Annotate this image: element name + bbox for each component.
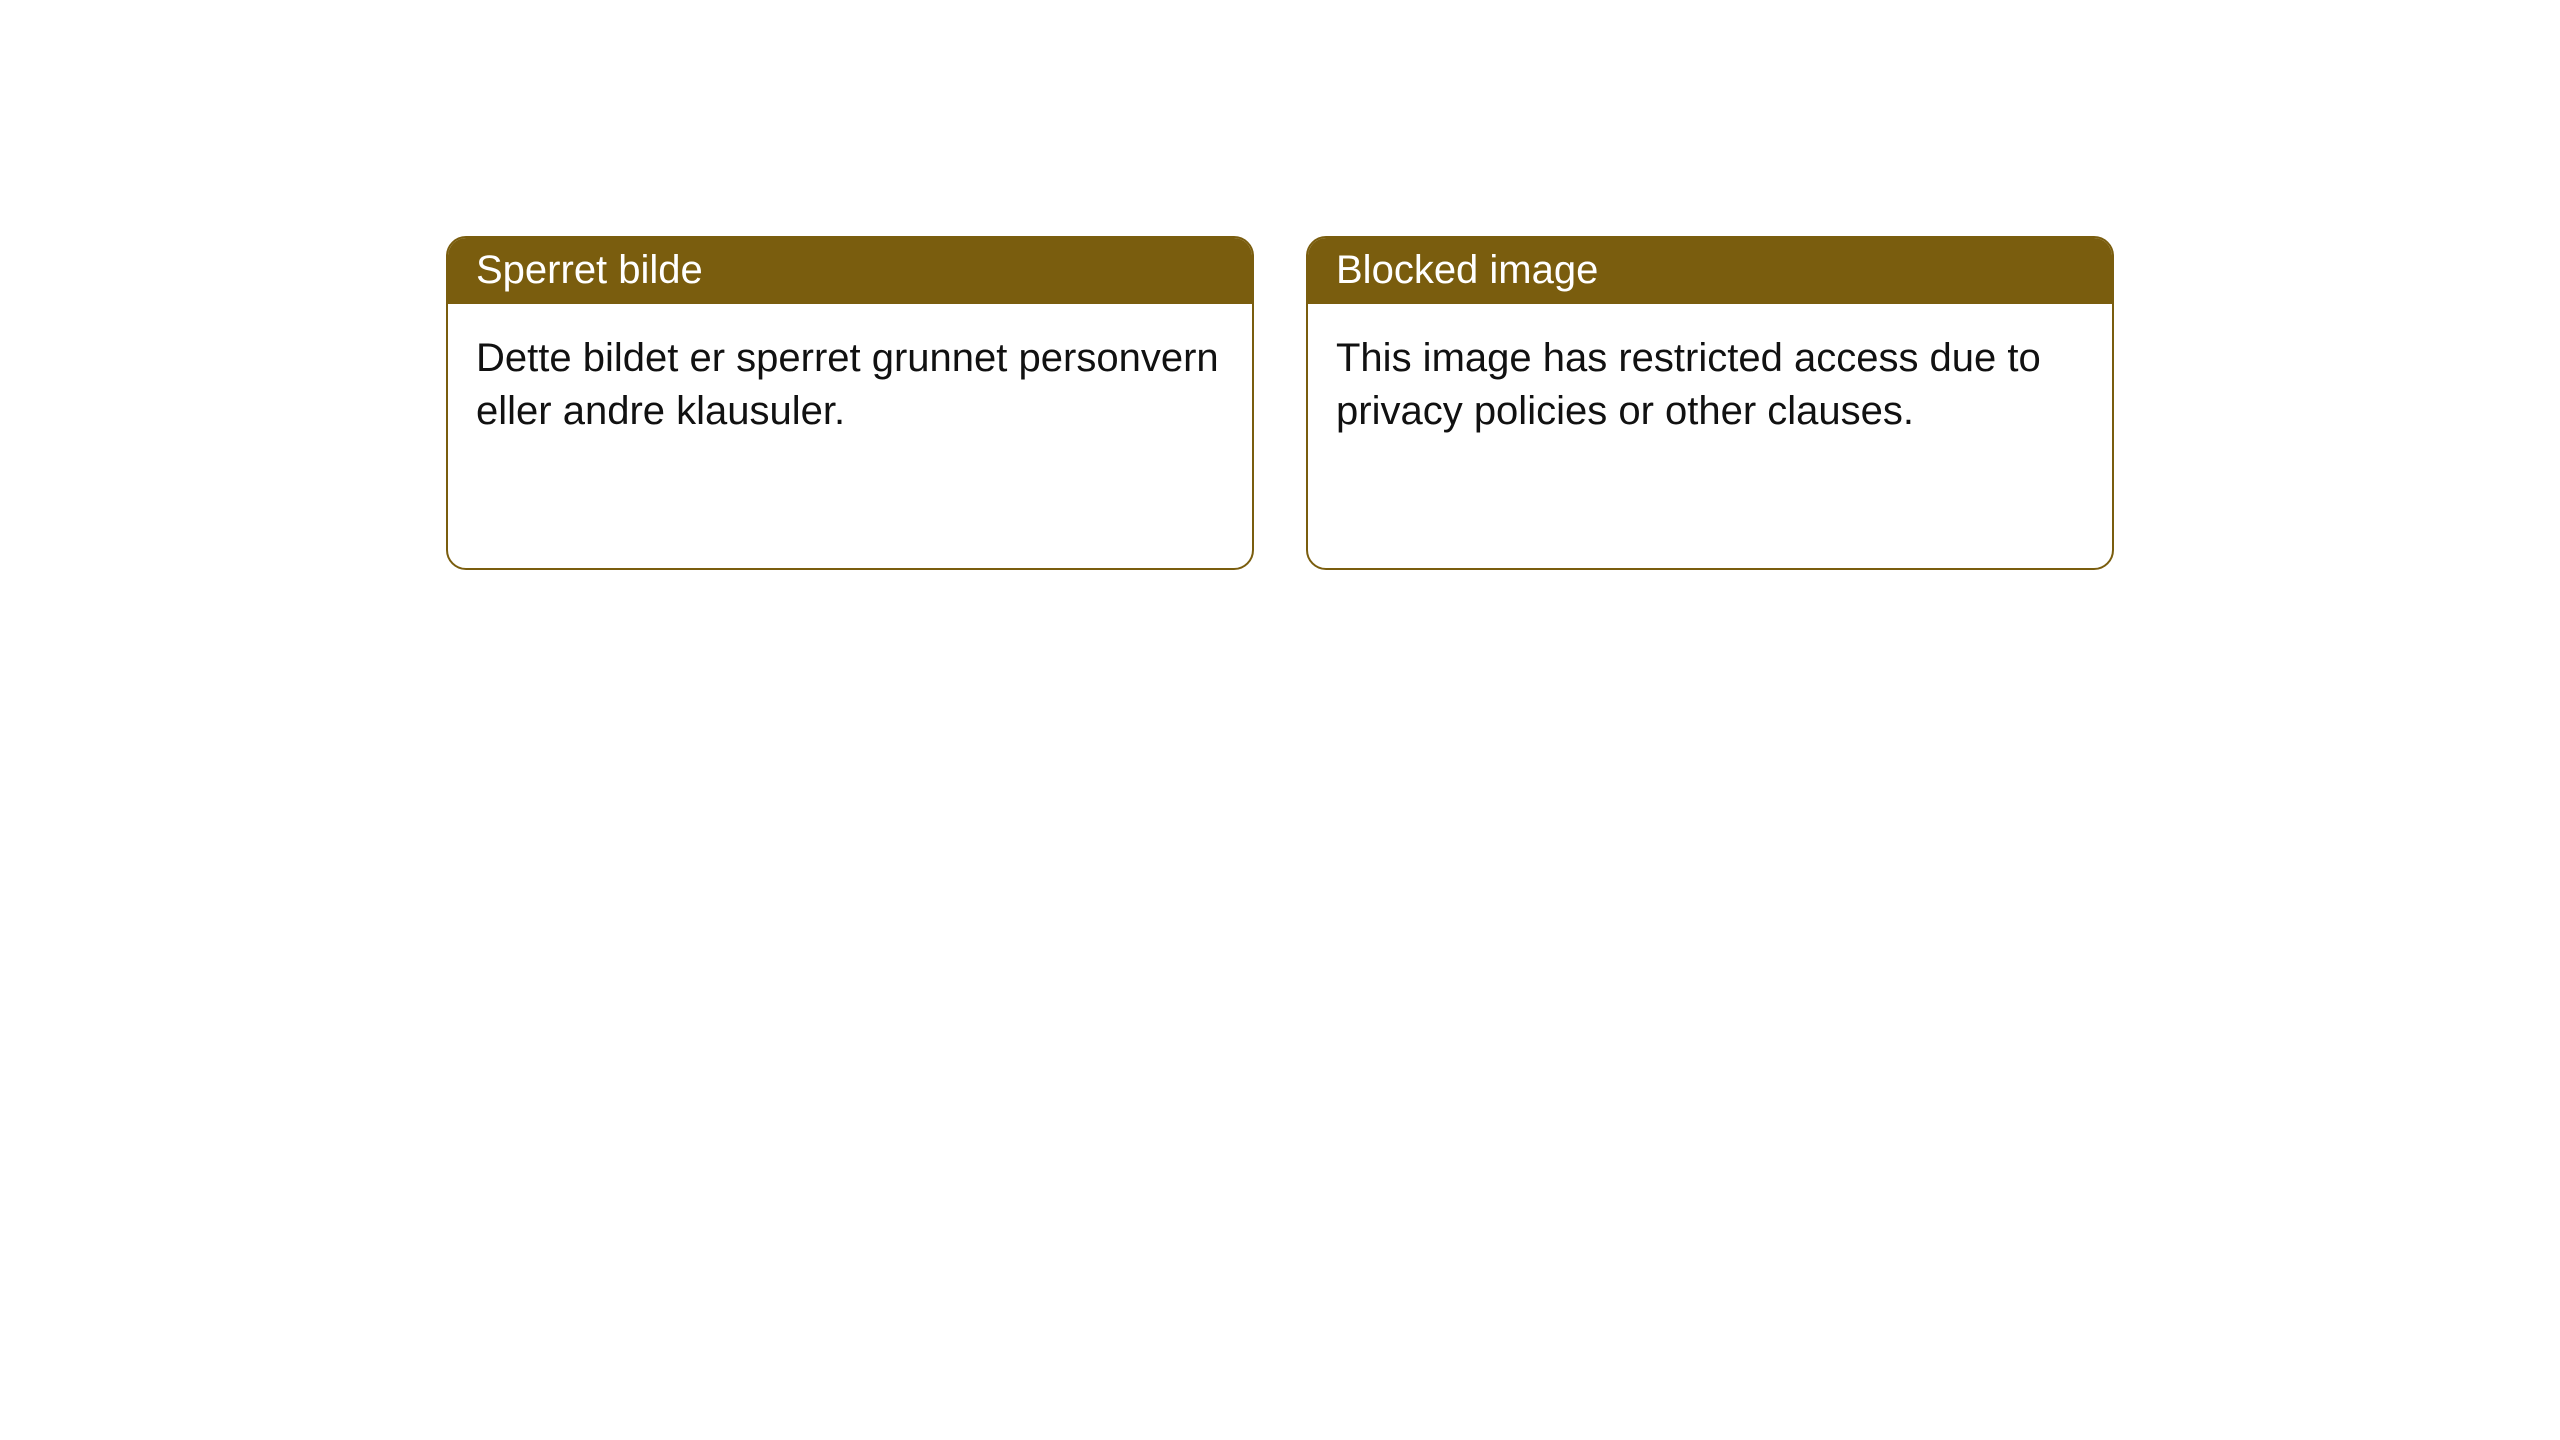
card-title: Blocked image [1308,238,2112,304]
blocked-card-norwegian: Sperret bilde Dette bildet er sperret gr… [446,236,1254,570]
card-body: This image has restricted access due to … [1308,304,2112,466]
blocked-card-english: Blocked image This image has restricted … [1306,236,2114,570]
card-title: Sperret bilde [448,238,1252,304]
card-body: Dette bildet er sperret grunnet personve… [448,304,1252,466]
blocked-image-notices: Sperret bilde Dette bildet er sperret gr… [0,0,2560,570]
